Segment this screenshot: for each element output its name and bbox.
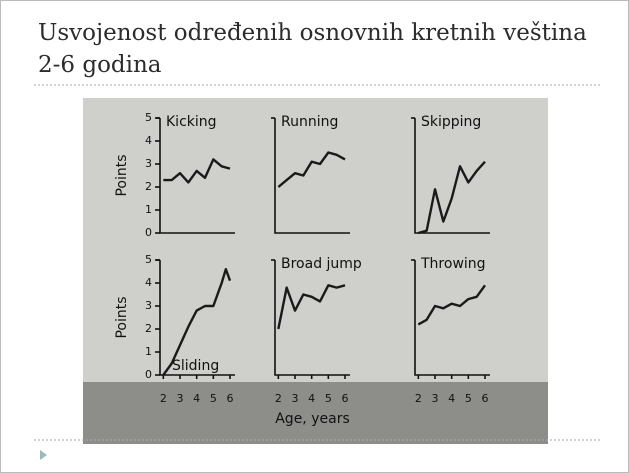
chart-title: Throwing [420, 256, 486, 272]
chart-title: Running [281, 114, 338, 130]
y-tick-label: 5 [145, 253, 152, 266]
y-tick-label: 0 [145, 368, 152, 381]
y-tick-label: 2 [145, 322, 152, 335]
y-tick-label: 1 [145, 203, 152, 216]
photo-shadow [83, 382, 548, 444]
slide-title: Usvojenost određenih osnovnih kretnih ve… [38, 20, 587, 46]
y-tick-label: 1 [145, 345, 152, 358]
data-line [277, 284, 346, 330]
data-line [418, 160, 486, 235]
y-tick-label: 3 [145, 299, 152, 312]
x-tick-label: 4 [308, 392, 315, 405]
axis [414, 118, 490, 234]
y-tick-label: 5 [145, 111, 152, 124]
chart-title: Broad jump [281, 256, 362, 272]
y-tick-label: 0 [145, 226, 152, 239]
x-axis-label: Age, years [275, 411, 350, 427]
data-line [277, 151, 346, 188]
x-tick-label: 6 [227, 392, 234, 405]
bullet [40, 450, 47, 460]
data-line [417, 284, 486, 326]
axis [414, 260, 490, 376]
x-tick-label: 4 [193, 392, 200, 405]
x-tick-label: 6 [342, 392, 349, 405]
y-tick-label: 4 [145, 276, 152, 289]
x-tick-label: 5 [465, 392, 472, 405]
x-tick-label: 2 [415, 392, 422, 405]
x-tick-label: 3 [432, 392, 439, 405]
x-tick-label: 5 [210, 392, 217, 405]
y-tick-label: 4 [145, 134, 152, 147]
axis [274, 118, 350, 234]
x-tick-label: 4 [448, 392, 455, 405]
x-tick-label: 2 [275, 392, 282, 405]
x-tick-label: 6 [482, 392, 489, 405]
y-axis-label: Points [114, 154, 130, 196]
axis [274, 260, 350, 376]
chart-title: Kicking [166, 114, 217, 130]
slide-title: 2-6 godina [38, 52, 162, 78]
y-tick-label: 2 [145, 180, 152, 193]
data-line [163, 158, 231, 184]
x-tick-label: 2 [160, 392, 167, 405]
x-tick-label: 3 [177, 392, 184, 405]
chart-title: Sliding [172, 358, 219, 374]
chart-title: Skipping [421, 114, 481, 130]
x-tick-label: 5 [325, 392, 332, 405]
x-tick-label: 3 [292, 392, 299, 405]
data-line [162, 268, 232, 376]
y-axis-label: Points [114, 296, 130, 338]
y-tick-label: 3 [145, 157, 152, 170]
